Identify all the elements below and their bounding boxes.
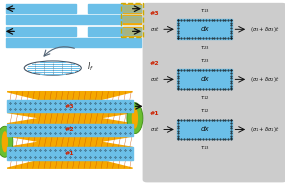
Text: $\tau_{13}$: $\tau_{13}$ <box>200 144 210 152</box>
Bar <box>123 15 141 24</box>
Polygon shape <box>7 136 133 147</box>
Ellipse shape <box>127 103 143 134</box>
Bar <box>6 15 141 24</box>
Text: #1: #1 <box>150 111 159 116</box>
Bar <box>177 70 232 89</box>
Text: $\sigma_2 t$: $\sigma_2 t$ <box>150 75 160 84</box>
Text: $\tau_{12}$: $\tau_{12}$ <box>200 94 210 102</box>
Bar <box>123 4 141 13</box>
Text: $\sigma_1 t$: $\sigma_1 t$ <box>150 125 160 134</box>
Bar <box>177 120 232 139</box>
Bar <box>7 147 133 160</box>
Text: $(\sigma_1+\delta\sigma_1)t$: $(\sigma_1+\delta\sigma_1)t$ <box>250 125 279 134</box>
Bar <box>88 27 141 36</box>
Ellipse shape <box>132 108 138 129</box>
FancyBboxPatch shape <box>143 3 287 182</box>
Text: $l_f$: $l_f$ <box>87 61 94 74</box>
Text: $\tau_{12}$: $\tau_{12}$ <box>200 107 210 115</box>
Text: $(\sigma_2+\delta\sigma_2)t$: $(\sigma_2+\delta\sigma_2)t$ <box>250 75 279 84</box>
Ellipse shape <box>0 126 13 157</box>
Text: $(\sigma_3+\delta\sigma_3)t$: $(\sigma_3+\delta\sigma_3)t$ <box>250 25 279 34</box>
Bar <box>6 38 141 47</box>
Bar <box>123 28 141 35</box>
Text: $\tau_{23}$: $\tau_{23}$ <box>200 44 210 52</box>
Bar <box>121 3 143 37</box>
Text: $\tau_{23}$: $\tau_{23}$ <box>200 57 210 65</box>
Bar <box>123 16 141 22</box>
Bar <box>88 4 141 13</box>
Polygon shape <box>7 160 133 168</box>
Text: #3: #3 <box>65 104 75 109</box>
Bar <box>7 100 133 112</box>
Polygon shape <box>7 112 133 124</box>
Polygon shape <box>7 92 133 100</box>
Bar <box>6 27 75 36</box>
Bar <box>6 4 75 13</box>
Text: #2: #2 <box>65 127 75 132</box>
Ellipse shape <box>24 61 81 75</box>
Text: dx: dx <box>200 26 209 32</box>
Text: $\sigma_3 t$: $\sigma_3 t$ <box>150 25 160 34</box>
Text: dx: dx <box>200 126 209 132</box>
Text: #2: #2 <box>150 61 159 66</box>
Text: $\tau_{13}$: $\tau_{13}$ <box>200 7 210 15</box>
Bar <box>7 124 133 136</box>
Ellipse shape <box>2 131 8 152</box>
Text: dx: dx <box>200 76 209 82</box>
Bar <box>123 5 141 12</box>
Text: #1: #1 <box>65 151 75 156</box>
Bar <box>177 19 232 39</box>
Text: #3: #3 <box>150 11 159 16</box>
Bar <box>123 27 141 36</box>
